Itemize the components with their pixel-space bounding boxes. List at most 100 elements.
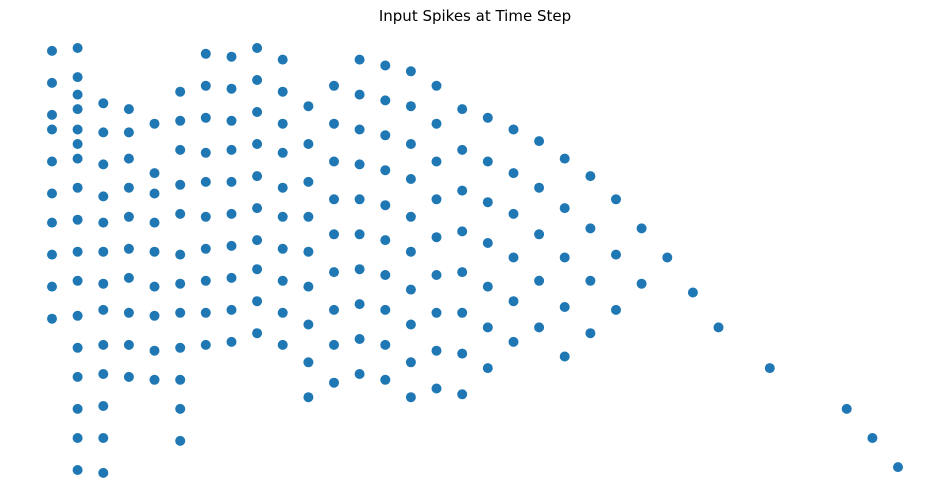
data-point-57 (149, 345, 160, 356)
data-point-71 (200, 48, 211, 59)
data-point-91 (252, 43, 263, 53)
data-point-64 (175, 249, 186, 260)
data-point-99 (252, 296, 263, 307)
data-point-70 (175, 435, 186, 446)
data-point-187 (508, 296, 519, 307)
data-point-28 (98, 127, 109, 138)
data-point-37 (98, 401, 109, 411)
data-point-169 (457, 144, 468, 155)
data-point-67 (175, 342, 186, 353)
data-point-35 (98, 339, 109, 350)
data-point-117 (303, 319, 314, 330)
data-point-145 (380, 270, 391, 280)
data-point-89 (226, 304, 237, 315)
data-point-139 (380, 60, 391, 71)
data-point-23 (72, 371, 83, 382)
data-point-53 (149, 217, 160, 228)
data-point-140 (380, 95, 391, 106)
data-point-32 (98, 246, 109, 257)
data-point-39 (98, 467, 109, 478)
data-point-126 (329, 304, 339, 315)
data-point-206 (636, 223, 647, 234)
data-point-82 (226, 83, 237, 94)
data-point-100 (252, 328, 263, 339)
data-point-9 (47, 313, 57, 324)
data-point-160 (431, 118, 442, 129)
data-point-43 (123, 182, 134, 193)
data-point-84 (226, 144, 237, 155)
data-point-189 (534, 136, 545, 147)
data-point-73 (200, 112, 211, 123)
data-point-137 (354, 334, 365, 344)
data-point-121 (329, 118, 339, 129)
data-point-74 (200, 147, 211, 158)
data-point-138 (354, 369, 365, 379)
data-point-110 (277, 339, 288, 350)
data-point-41 (123, 127, 134, 138)
data-point-98 (252, 264, 263, 275)
data-point-87 (226, 240, 237, 251)
data-point-194 (559, 153, 570, 164)
data-point-173 (457, 307, 468, 318)
data-point-10 (72, 43, 83, 53)
data-point-34 (98, 304, 109, 315)
data-point-196 (559, 252, 570, 263)
data-point-191 (534, 229, 545, 240)
data-point-182 (482, 363, 493, 374)
data-point-203 (611, 194, 621, 205)
data-point-161 (431, 156, 442, 167)
data-point-184 (508, 168, 519, 179)
data-point-27 (98, 98, 109, 109)
data-point-122 (329, 156, 339, 167)
data-point-22 (72, 342, 83, 353)
data-point-102 (277, 86, 288, 97)
data-point-45 (123, 243, 134, 254)
data-point-142 (380, 165, 391, 176)
data-point-69 (175, 403, 186, 414)
data-point-208 (662, 252, 673, 263)
data-point-123 (329, 194, 339, 205)
data-point-24 (72, 403, 83, 414)
data-point-90 (226, 336, 237, 347)
data-point-25 (72, 433, 83, 443)
data-point-83 (226, 115, 237, 126)
data-point-77 (200, 243, 211, 254)
data-point-46 (123, 272, 134, 283)
data-point-0 (47, 45, 57, 56)
data-point-128 (329, 377, 339, 388)
data-point-101 (277, 54, 288, 65)
data-point-156 (405, 319, 416, 330)
data-point-131 (354, 124, 365, 135)
data-point-62 (175, 179, 186, 190)
data-point-135 (354, 264, 365, 275)
data-point-85 (226, 176, 237, 187)
data-point-31 (98, 217, 109, 228)
data-point-150 (405, 101, 416, 112)
points-layer (47, 43, 903, 478)
data-point-204 (611, 249, 621, 260)
data-point-186 (508, 252, 519, 263)
data-point-180 (482, 281, 493, 292)
data-point-20 (72, 275, 83, 286)
data-point-164 (431, 270, 442, 280)
data-point-15 (72, 139, 83, 149)
data-point-176 (482, 112, 493, 123)
data-point-149 (405, 66, 416, 77)
chart-title: Input Spikes at Time Step (378, 7, 572, 25)
data-point-17 (72, 182, 83, 193)
data-point-95 (252, 171, 263, 182)
data-point-211 (764, 363, 775, 374)
data-point-165 (431, 307, 442, 318)
data-point-130 (354, 89, 365, 100)
data-point-115 (303, 246, 314, 257)
data-point-114 (303, 211, 314, 222)
data-point-2 (47, 109, 57, 120)
data-point-158 (405, 392, 416, 403)
data-point-30 (98, 191, 109, 202)
data-point-92 (252, 75, 263, 85)
data-point-119 (303, 392, 314, 403)
data-point-171 (457, 226, 468, 237)
data-point-29 (98, 159, 109, 170)
data-point-148 (380, 374, 391, 385)
data-point-192 (534, 275, 545, 286)
